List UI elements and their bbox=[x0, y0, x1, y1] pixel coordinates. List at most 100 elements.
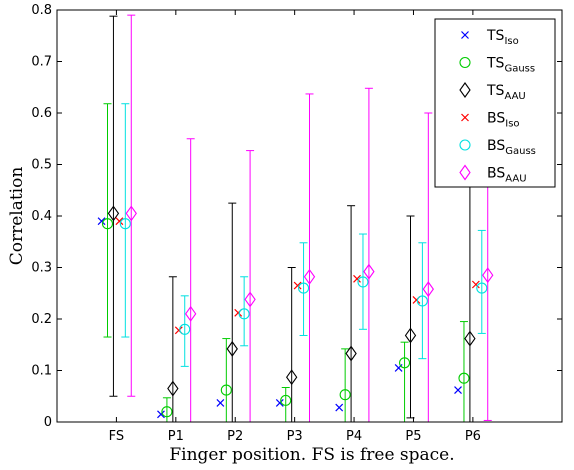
marker-stroke bbox=[293, 281, 302, 290]
error-bar bbox=[364, 87, 373, 423]
data-point bbox=[185, 305, 197, 322]
series-ts-aau bbox=[107, 15, 476, 423]
marker-stroke bbox=[461, 31, 469, 39]
data-point bbox=[280, 394, 292, 406]
data-point bbox=[125, 205, 137, 222]
data-point bbox=[101, 218, 114, 230]
legend-label-subscript: Iso bbox=[505, 119, 519, 130]
error-bar bbox=[180, 295, 189, 367]
data-point bbox=[157, 410, 165, 419]
legend-label-subscript: Iso bbox=[504, 36, 518, 47]
marker-stroke bbox=[157, 410, 165, 419]
data-point bbox=[115, 217, 124, 226]
data-point bbox=[216, 399, 225, 407]
data-point bbox=[363, 263, 375, 280]
error-bar bbox=[465, 175, 474, 423]
data-point bbox=[458, 372, 470, 384]
data-point bbox=[298, 282, 310, 294]
data-point bbox=[471, 280, 480, 289]
x-tick-label: P1 bbox=[168, 429, 184, 444]
error-bar bbox=[103, 103, 112, 338]
marker-stroke bbox=[454, 386, 462, 394]
error-bar bbox=[228, 202, 237, 423]
legend-marker bbox=[459, 56, 471, 69]
legend-label-subscript: AAU bbox=[505, 174, 526, 185]
data-point bbox=[107, 205, 120, 222]
error-bar bbox=[299, 242, 308, 336]
error-bar bbox=[424, 112, 433, 423]
error-bar bbox=[400, 341, 409, 423]
y-tick-label: 0.4 bbox=[31, 209, 52, 224]
legend-marker bbox=[459, 139, 471, 151]
marker-stroke bbox=[461, 113, 469, 122]
legend-label-subscript: Gauss bbox=[504, 64, 535, 75]
data-point bbox=[244, 291, 256, 308]
x-tick-label: P3 bbox=[287, 429, 303, 444]
y-tick-label: 0 bbox=[44, 415, 52, 430]
x-tick-label: P2 bbox=[227, 429, 243, 444]
data-point bbox=[286, 369, 298, 386]
legend-box bbox=[434, 18, 556, 188]
y-axis-label: Correlation bbox=[7, 167, 27, 266]
data-point bbox=[97, 217, 106, 226]
data-point bbox=[422, 281, 434, 298]
y-tick-label: 0.2 bbox=[31, 312, 52, 327]
legend-marker bbox=[461, 31, 469, 39]
series-ts-iso bbox=[97, 217, 462, 419]
data-point bbox=[464, 330, 476, 347]
y-tick-label: 0.6 bbox=[31, 106, 52, 121]
series-bs-iso bbox=[115, 217, 480, 335]
error-bar bbox=[168, 276, 177, 423]
error-bar bbox=[162, 397, 171, 423]
legend-marker bbox=[461, 113, 469, 122]
marker-stroke bbox=[353, 274, 361, 283]
axes: 0 0.1 0.2 0.3 0.4 0.5 0.6 0.7 0.8 FS P1 P2 P3 P4 P5 P6 bbox=[31, 3, 563, 444]
error-bar bbox=[121, 103, 130, 338]
data-point bbox=[220, 384, 232, 396]
data-point bbox=[275, 399, 284, 407]
marker-stroke bbox=[335, 403, 344, 412]
marker-stroke bbox=[115, 217, 124, 226]
data-point bbox=[399, 357, 411, 369]
y-tick-label: 0.5 bbox=[31, 158, 52, 173]
x-tick-label: FS bbox=[109, 429, 125, 444]
legend-label-subscript: Gauss bbox=[505, 146, 536, 157]
error-bar bbox=[477, 229, 486, 334]
data-point bbox=[293, 281, 302, 290]
error-bar bbox=[418, 242, 427, 360]
error-bar bbox=[240, 276, 249, 347]
error-bar bbox=[347, 205, 356, 423]
data-point bbox=[119, 218, 131, 230]
data-point bbox=[416, 295, 428, 307]
y-tick-label: 0.1 bbox=[31, 364, 52, 379]
x-axis-label: Finger position. FS is free space. bbox=[169, 445, 454, 465]
data-point bbox=[226, 340, 238, 357]
data-point bbox=[335, 403, 344, 412]
data-point bbox=[404, 327, 417, 344]
data-point bbox=[482, 267, 494, 284]
data-point bbox=[357, 276, 369, 288]
x-tick-label: P4 bbox=[346, 429, 362, 444]
legend-marker bbox=[459, 82, 471, 98]
marker-stroke bbox=[174, 326, 183, 335]
marker-stroke bbox=[471, 280, 480, 289]
series-bs-gauss bbox=[119, 103, 488, 367]
y-tick-label: 0.3 bbox=[31, 261, 52, 276]
series-ts-gauss bbox=[101, 103, 470, 423]
y-tick-label: 0.8 bbox=[31, 3, 52, 18]
data-point bbox=[394, 364, 403, 372]
plot-area bbox=[97, 14, 494, 423]
data-point bbox=[476, 282, 488, 294]
legend-marker bbox=[459, 164, 471, 181]
data-point bbox=[454, 386, 462, 394]
error-bar bbox=[406, 215, 415, 419]
data-point bbox=[161, 406, 173, 418]
data-point bbox=[167, 380, 179, 397]
marker-stroke bbox=[275, 399, 284, 407]
data-point bbox=[353, 274, 361, 283]
data-point bbox=[179, 323, 191, 335]
error-bar bbox=[246, 150, 255, 423]
error-bar bbox=[305, 93, 314, 423]
legend-label-subscript: AAU bbox=[504, 91, 525, 102]
